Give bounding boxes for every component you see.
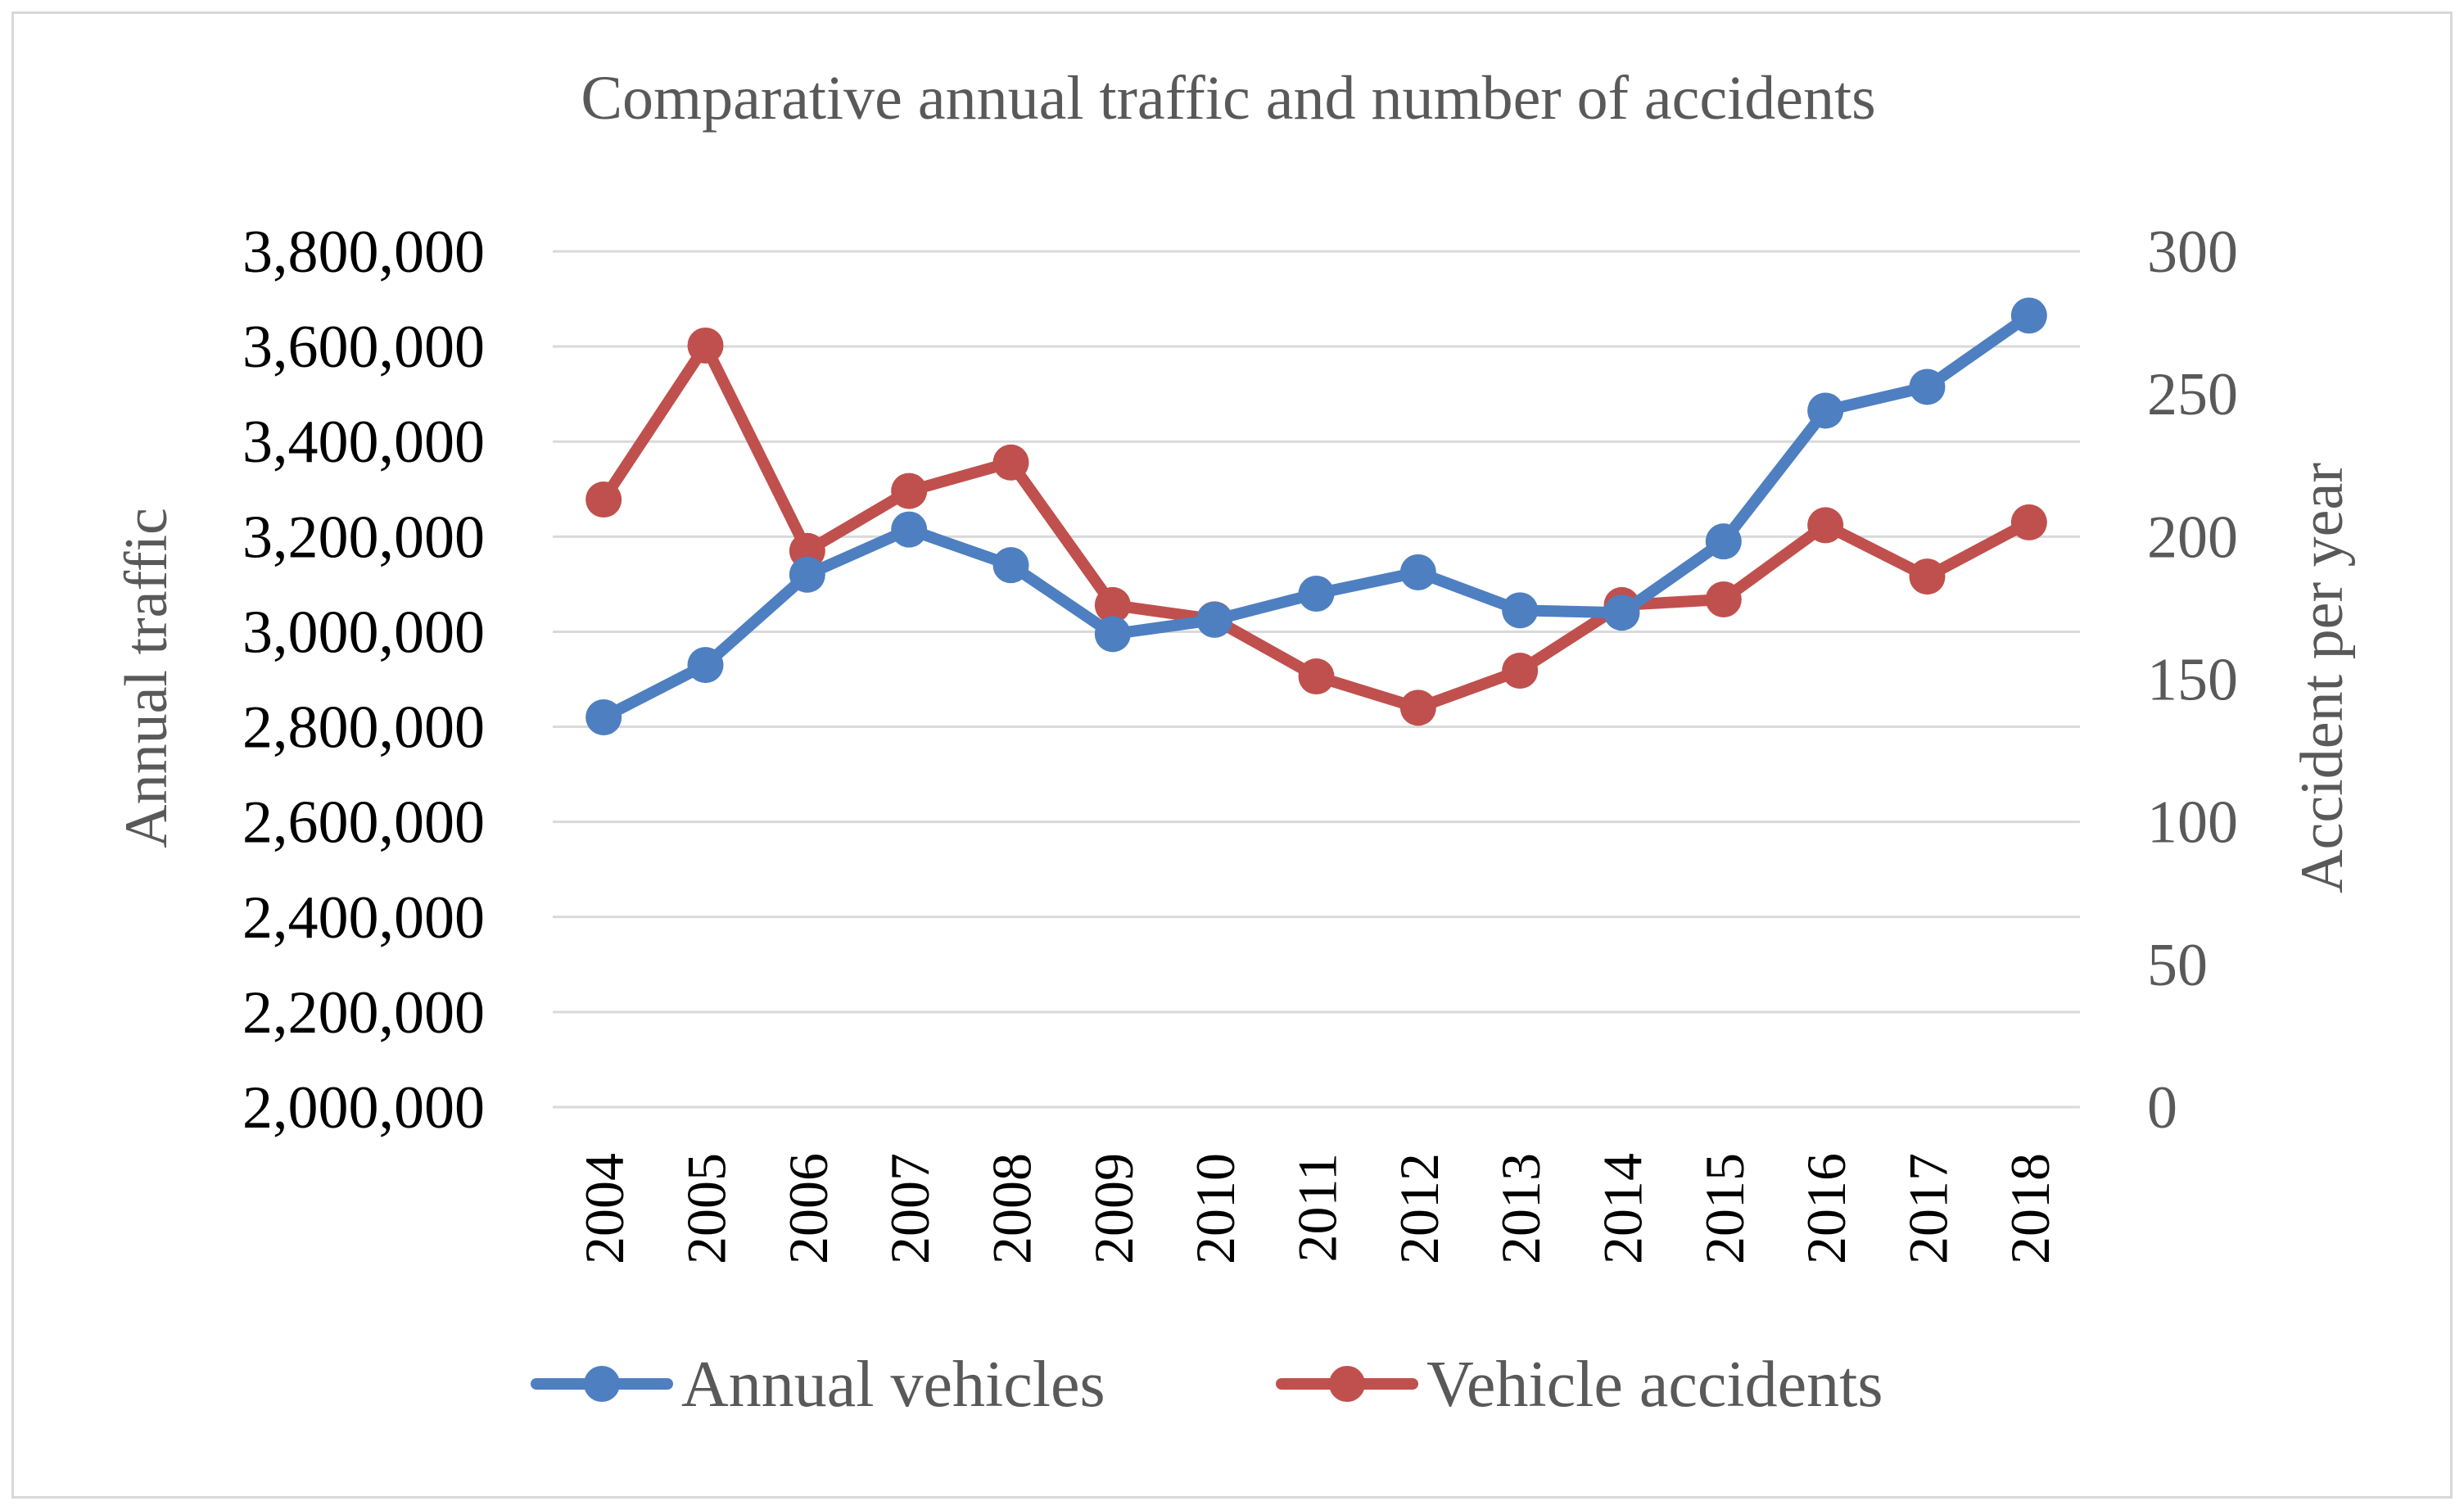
data-point <box>585 481 622 518</box>
series-annual-vehicles <box>585 297 2047 735</box>
left-tick-label: 2,600,000 <box>242 789 485 857</box>
chart-title: Comparative annual traffic and number of… <box>581 64 1875 133</box>
x-tick-label: 2017 <box>1897 1153 1960 1264</box>
x-tick-label: 2016 <box>1795 1153 1857 1264</box>
x-tick-label: 2006 <box>777 1153 839 1264</box>
series-vehicle-accidents <box>585 327 2047 726</box>
data-point <box>1705 523 1742 560</box>
right-tick-label: 150 <box>2147 647 2238 714</box>
left-tick-label: 3,200,000 <box>242 504 485 571</box>
data-point <box>891 511 928 548</box>
data-point <box>1909 368 1946 405</box>
right-tick-label: 100 <box>2147 789 2238 857</box>
legend: Annual vehicles Vehicle accidents <box>531 1349 1883 1421</box>
data-point <box>992 547 1029 584</box>
legend-label: Annual vehicles <box>681 1349 1105 1421</box>
left-tick-label: 3,600,000 <box>242 314 485 381</box>
data-point <box>1705 581 1742 617</box>
series-layer <box>585 297 2047 735</box>
x-tick-label: 2013 <box>1490 1153 1552 1264</box>
data-point <box>585 698 622 735</box>
right-tick-label: 300 <box>2147 219 2238 286</box>
legend-label: Vehicle accidents <box>1426 1349 1883 1421</box>
data-point <box>1399 689 1436 726</box>
data-point <box>687 327 724 364</box>
legend-marker <box>584 1366 620 1402</box>
x-tick-label: 2015 <box>1693 1153 1756 1264</box>
x-tick-label: 2008 <box>981 1153 1043 1264</box>
x-tick-label: 2014 <box>1592 1153 1654 1264</box>
right-axis-label: Accident per year <box>2289 463 2356 893</box>
x-axis-ticks: 2004 2005 2006 2007 2008 2009 2010 2011 2012 2013… <box>573 1153 2061 1264</box>
data-point <box>2010 504 2047 540</box>
right-axis-ticks: 0 50 100 150 200 250 300 <box>2147 219 2238 1142</box>
legend-item-vehicle-accidents: Vehicle accidents <box>1276 1349 1883 1421</box>
data-point <box>1909 558 1946 595</box>
left-tick-label: 3,400,000 <box>242 409 485 476</box>
data-point <box>789 556 825 593</box>
data-point <box>1399 554 1436 590</box>
left-tick-label: 2,400,000 <box>242 884 485 952</box>
right-tick-label: 0 <box>2147 1074 2177 1142</box>
left-tick-label: 2,000,000 <box>242 1074 485 1142</box>
x-tick-label: 2010 <box>1184 1153 1246 1264</box>
x-tick-label: 2005 <box>676 1153 738 1264</box>
left-axis-label: Annual traffic <box>113 508 180 848</box>
data-point <box>687 647 724 684</box>
right-tick-label: 250 <box>2147 361 2238 428</box>
left-tick-label: 3,000,000 <box>242 599 485 666</box>
chart-frame <box>11 11 2453 1499</box>
data-point <box>1196 601 1233 638</box>
data-point <box>891 472 928 509</box>
data-point <box>2010 297 2047 334</box>
right-tick-label: 200 <box>2147 504 2238 571</box>
data-point <box>992 444 1029 481</box>
data-point <box>1094 586 1131 623</box>
data-point <box>1502 653 1539 689</box>
left-axis-ticks: 2,000,000 2,200,000 2,400,000 2,600,000 2,80… <box>242 219 485 1142</box>
x-tick-label: 2007 <box>879 1153 941 1264</box>
x-tick-label: 2004 <box>573 1153 635 1264</box>
x-tick-label: 2011 <box>1286 1153 1349 1262</box>
data-point <box>1298 658 1335 695</box>
data-point <box>1603 595 1640 631</box>
left-tick-label: 3,800,000 <box>242 219 485 286</box>
x-tick-label: 2018 <box>1999 1153 2061 1264</box>
x-tick-label: 2012 <box>1388 1153 1450 1264</box>
legend-item-annual-vehicles: Annual vehicles <box>531 1349 1105 1421</box>
data-point <box>1807 507 1844 544</box>
left-tick-label: 2,200,000 <box>242 979 485 1047</box>
data-point <box>1094 616 1131 653</box>
right-tick-label: 50 <box>2147 932 2208 999</box>
data-point <box>1807 392 1844 429</box>
left-tick-label: 2,800,000 <box>242 694 485 762</box>
data-point <box>1298 576 1335 612</box>
x-tick-label: 2009 <box>1083 1153 1145 1264</box>
data-point <box>1502 592 1539 629</box>
legend-marker <box>1329 1366 1365 1402</box>
